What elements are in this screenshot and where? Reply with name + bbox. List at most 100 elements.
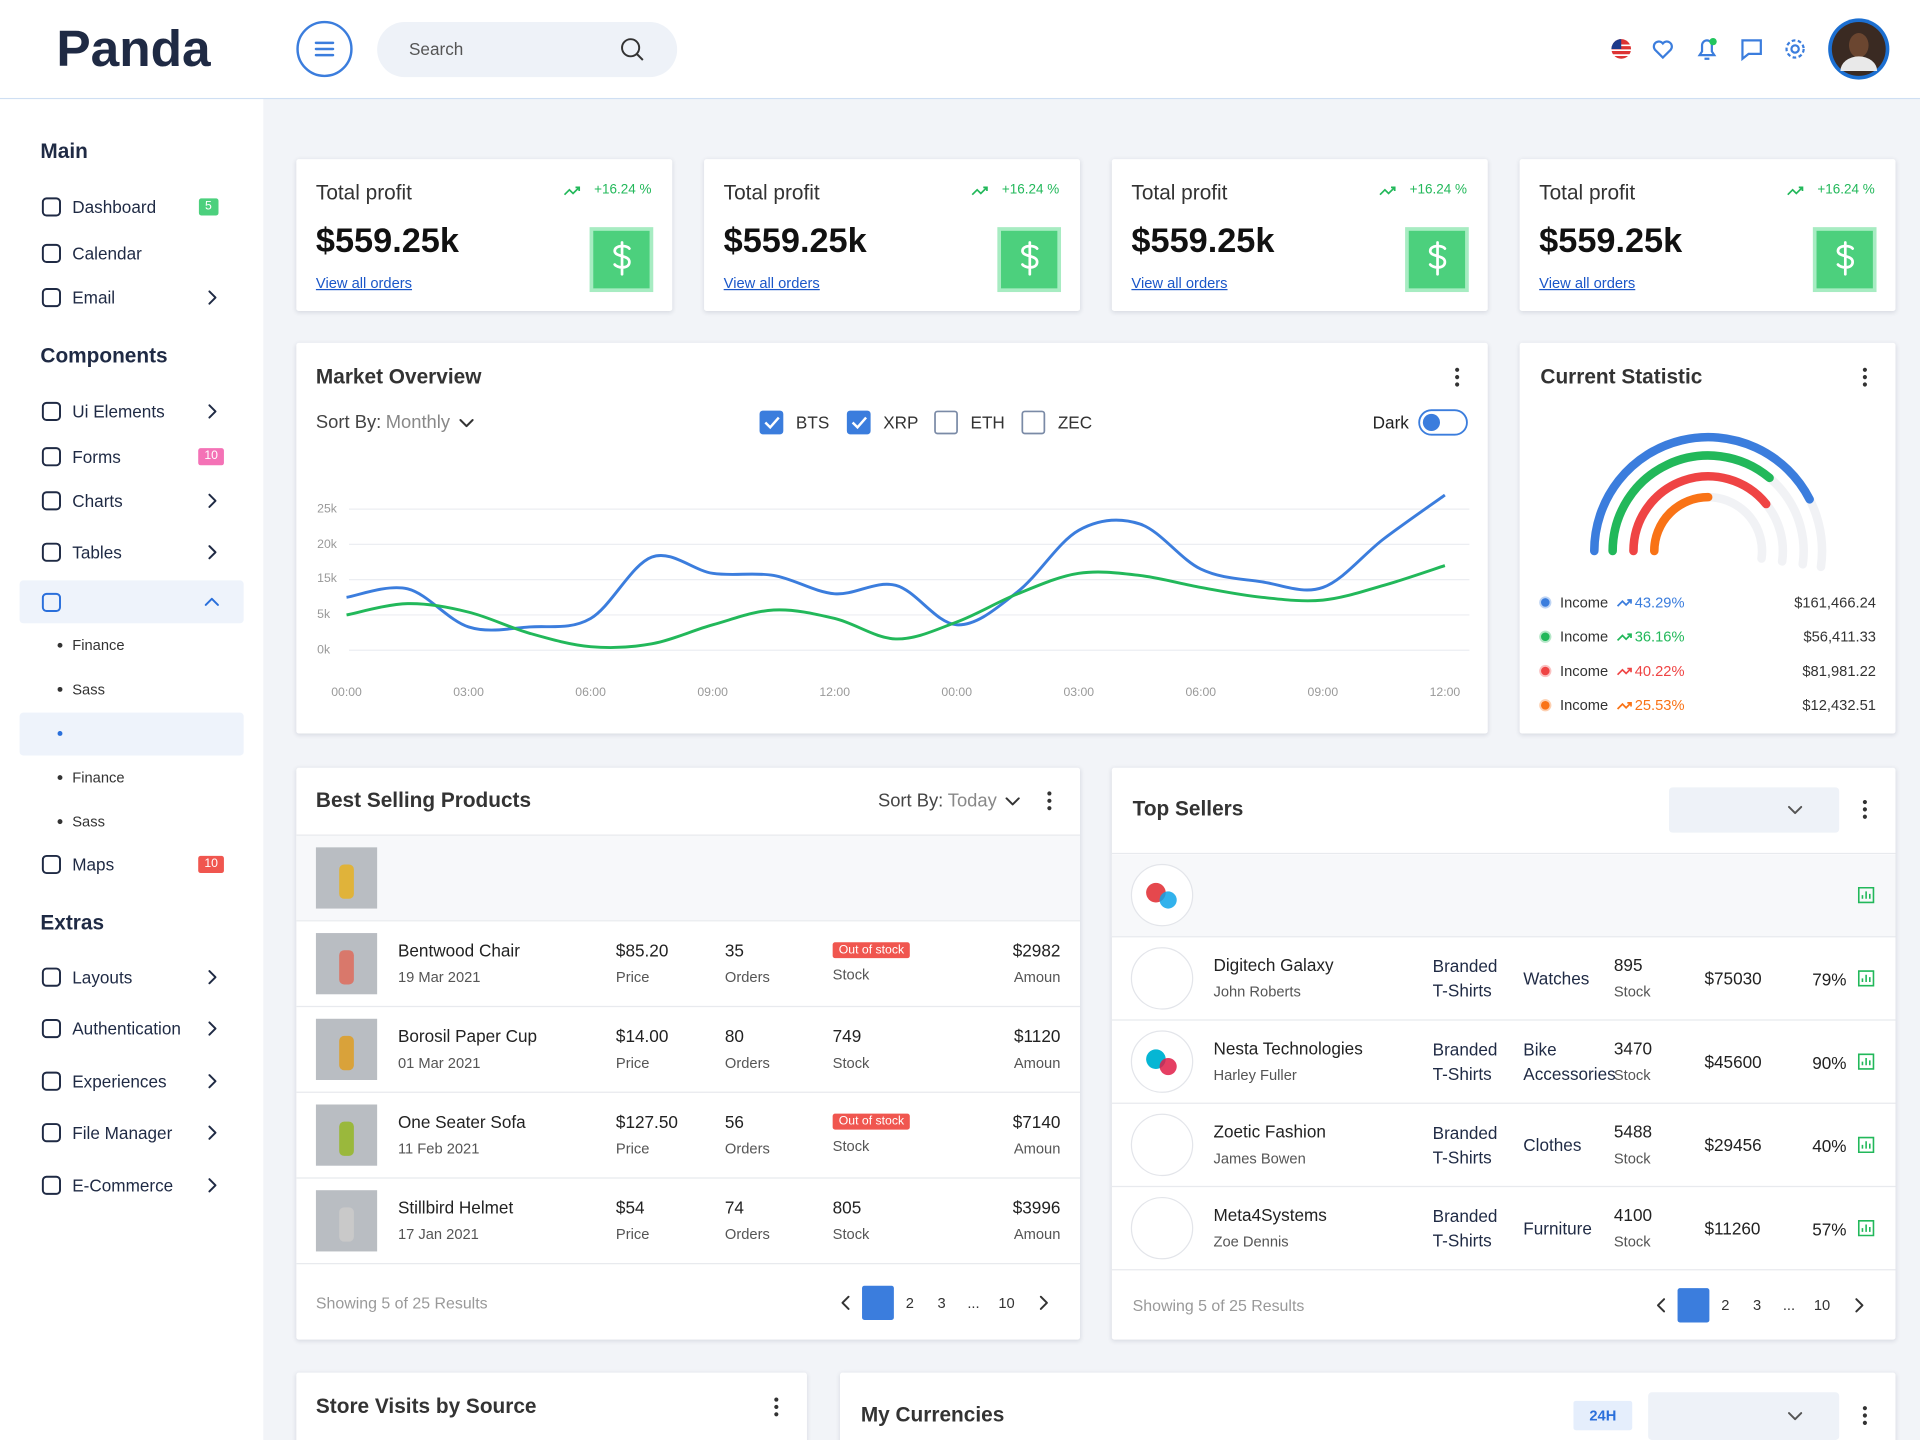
sort-value[interactable]: Monthly (385, 412, 451, 433)
page-button[interactable]: 10 (1813, 1296, 1831, 1314)
nav-item[interactable]: Tables (72, 542, 122, 563)
dollar-icon (613, 241, 631, 276)
chevron[interactable] (208, 1178, 217, 1193)
seller-stock: 895 (1613, 955, 1643, 975)
chevron[interactable] (208, 970, 217, 985)
nav-item[interactable]: Authentication (72, 1018, 181, 1039)
stock-status: Out of stock (832, 942, 911, 959)
notifications-icon[interactable] (1697, 37, 1717, 60)
stat-link[interactable]: View all orders (723, 274, 820, 292)
nav-subitem[interactable]: Sass (72, 813, 105, 831)
card-title: Best Selling Products (315, 788, 532, 812)
chevron[interactable] (208, 1074, 217, 1089)
chevron[interactable] (459, 419, 474, 428)
favorites-icon[interactable] (1652, 40, 1673, 60)
chevron[interactable] (1039, 1295, 1048, 1310)
trend-icon (1787, 186, 1804, 196)
report-button[interactable] (1668, 787, 1840, 833)
filter-label[interactable]: XRP (883, 412, 919, 433)
checkbox[interactable] (846, 410, 871, 435)
settings-icon[interactable] (1785, 39, 1805, 59)
chevron[interactable] (1005, 797, 1020, 806)
chevron[interactable] (208, 1021, 217, 1036)
nav-item[interactable]: Ui Elements (72, 401, 165, 422)
nav-item[interactable]: E-Commerce (72, 1175, 174, 1196)
x-tick-label: 03:00 (1063, 686, 1095, 700)
chevron[interactable] (208, 290, 217, 305)
nav-item[interactable]: File Manager (72, 1122, 173, 1143)
page-button[interactable]: 10 (998, 1294, 1015, 1312)
bullet (57, 731, 63, 736)
nav-icon (41, 854, 61, 875)
chevron[interactable] (208, 404, 217, 419)
nav-subitem[interactable]: Sass (72, 680, 105, 698)
checkbox[interactable] (759, 410, 784, 435)
product-date: 19 Mar 2021 (397, 968, 481, 986)
filter-label[interactable]: ETH (970, 412, 1005, 433)
search-icon[interactable] (621, 38, 644, 61)
nav-item[interactable]: Email (72, 287, 116, 308)
product-date: 11 Feb 2021 (397, 1140, 480, 1158)
chevron[interactable] (1656, 1298, 1666, 1313)
nav-item[interactable]: Layouts (72, 967, 133, 987)
page-button[interactable]: ... (1782, 1296, 1796, 1314)
nav-subitem[interactable]: Finance (72, 768, 125, 787)
menu-button[interactable] (296, 20, 353, 78)
x-tick-label: 12:00 (819, 686, 851, 700)
filter-label[interactable]: BTS (795, 412, 830, 433)
nav-item[interactable]: Maps (72, 854, 115, 875)
nav-icon (41, 967, 61, 987)
legend-change: 36.16% (1634, 628, 1685, 646)
column-label: Stock (832, 1054, 870, 1072)
nav-item[interactable]: Charts (72, 491, 123, 511)
checkbox[interactable] (934, 410, 958, 435)
time-badge[interactable]: 24H (1573, 1400, 1633, 1431)
legend-label: Income (1560, 593, 1609, 612)
gauge-arc (1629, 472, 1771, 556)
checkbox[interactable] (1021, 410, 1046, 435)
stat-title: Total profit (723, 181, 820, 205)
chevron[interactable] (208, 1125, 217, 1140)
seller-person: Zoe Dennis (1213, 1233, 1289, 1251)
toggle-label: Dark (1372, 412, 1409, 433)
nav-item[interactable]: Forms (72, 446, 121, 467)
search-placeholder[interactable]: Search (408, 39, 464, 59)
search-box[interactable] (377, 22, 678, 78)
nav-subitem[interactable]: Finance (72, 636, 125, 654)
page-button[interactable]: 3 (937, 1294, 946, 1312)
report-button[interactable] (1648, 1392, 1840, 1440)
x-tick-label: 09:00 (1307, 686, 1339, 700)
stat-link[interactable]: View all orders (1539, 274, 1636, 292)
product-item (339, 864, 354, 899)
page-button[interactable]: ... (967, 1294, 980, 1312)
page-button[interactable]: 2 (1721, 1296, 1730, 1314)
chevron[interactable] (204, 597, 219, 606)
nav-item[interactable]: Dashboard (72, 197, 157, 217)
messages-icon[interactable] (1741, 39, 1762, 62)
product-stock: 749 (832, 1026, 862, 1046)
filter-label[interactable]: ZEC (1057, 412, 1093, 433)
product-amount: $2982 (1012, 940, 1061, 961)
sort-value[interactable]: Today (947, 790, 997, 812)
chevron[interactable] (841, 1295, 850, 1310)
flag-icon[interactable] (1611, 39, 1632, 59)
chevron[interactable] (208, 493, 217, 508)
seller-product: Bike Accessories (1523, 1039, 1616, 1084)
chevron[interactable] (1788, 1412, 1803, 1421)
avatar[interactable] (1828, 18, 1890, 80)
seller-revenue: $75030 (1704, 968, 1762, 989)
stat-link[interactable]: View all orders (315, 274, 413, 292)
nav-item[interactable]: Experiences (72, 1071, 167, 1092)
stat-link[interactable]: View all orders (1131, 274, 1228, 292)
seller-company: Nesta Technologies (1213, 1038, 1363, 1058)
page-button[interactable]: 3 (1753, 1296, 1762, 1314)
seller-product: Furniture (1523, 1218, 1592, 1238)
trend-icon (1616, 702, 1632, 710)
trend-icon (1616, 667, 1632, 676)
nav-item[interactable]: Calendar (72, 243, 142, 264)
chevron[interactable] (1788, 805, 1803, 815)
chevron[interactable] (1855, 1298, 1864, 1313)
chevron[interactable] (208, 545, 217, 560)
x-tick-label: 06:00 (575, 686, 606, 700)
page-button[interactable]: 2 (905, 1294, 914, 1312)
